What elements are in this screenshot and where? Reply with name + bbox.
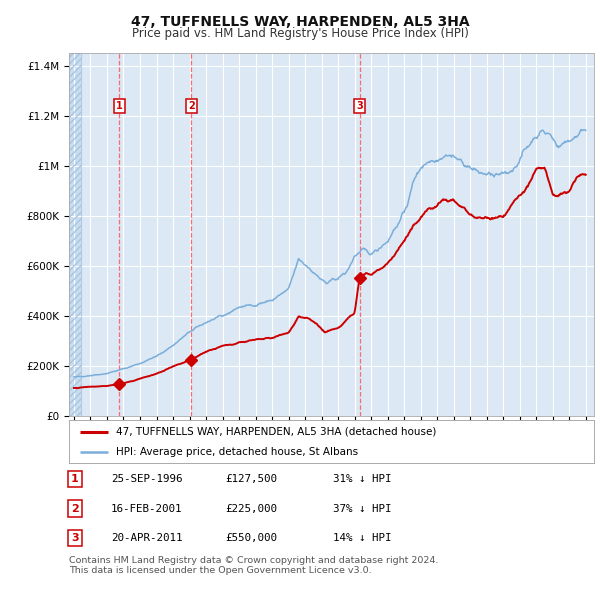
Text: 20-APR-2011: 20-APR-2011 (111, 533, 182, 543)
Text: 16-FEB-2001: 16-FEB-2001 (111, 504, 182, 513)
Text: 1: 1 (71, 474, 79, 484)
Text: 2: 2 (71, 504, 79, 513)
Text: 25-SEP-1996: 25-SEP-1996 (111, 474, 182, 484)
Text: Price paid vs. HM Land Registry's House Price Index (HPI): Price paid vs. HM Land Registry's House … (131, 27, 469, 40)
Text: 14% ↓ HPI: 14% ↓ HPI (333, 533, 392, 543)
Text: 47, TUFFNELLS WAY, HARPENDEN, AL5 3HA: 47, TUFFNELLS WAY, HARPENDEN, AL5 3HA (131, 15, 469, 29)
Text: £550,000: £550,000 (225, 533, 277, 543)
Text: HPI: Average price, detached house, St Albans: HPI: Average price, detached house, St A… (116, 447, 358, 457)
Text: 47, TUFFNELLS WAY, HARPENDEN, AL5 3HA (detached house): 47, TUFFNELLS WAY, HARPENDEN, AL5 3HA (d… (116, 427, 437, 437)
Text: 1: 1 (116, 101, 122, 111)
Text: £127,500: £127,500 (225, 474, 277, 484)
Bar (69, 53, 80, 416)
Text: 2: 2 (188, 101, 195, 111)
Text: £225,000: £225,000 (225, 504, 277, 513)
Text: 37% ↓ HPI: 37% ↓ HPI (333, 504, 392, 513)
Text: Contains HM Land Registry data © Crown copyright and database right 2024.
This d: Contains HM Land Registry data © Crown c… (69, 556, 439, 575)
Text: 3: 3 (71, 533, 79, 543)
Text: 3: 3 (356, 101, 363, 111)
Text: 31% ↓ HPI: 31% ↓ HPI (333, 474, 392, 484)
Bar (69, 53, 80, 416)
